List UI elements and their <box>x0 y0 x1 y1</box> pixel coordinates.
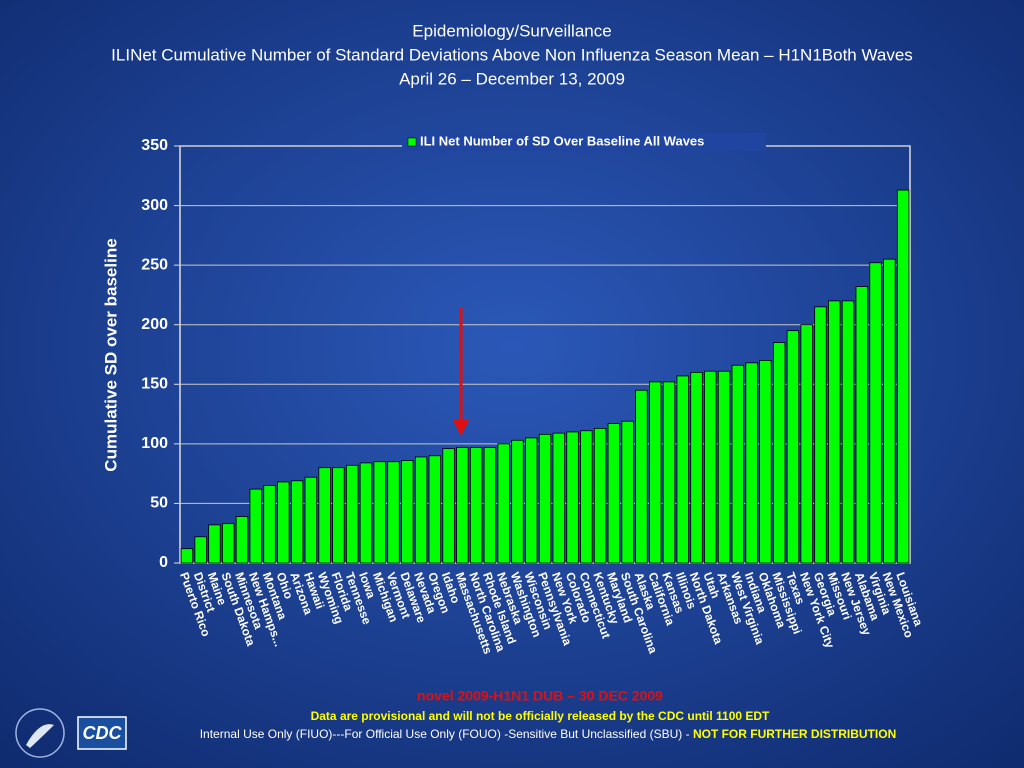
y-tick-label: 100 <box>141 435 168 452</box>
bar <box>235 516 249 564</box>
y-tick-label: 50 <box>150 495 168 512</box>
bar <box>621 420 634 564</box>
warning-text: NOT FOR FURTHER DISTRIBUTION <box>693 727 896 741</box>
bar <box>580 430 593 564</box>
bar <box>442 448 455 564</box>
y-tick-label: 200 <box>141 316 168 333</box>
bar <box>511 439 524 564</box>
bar <box>428 455 441 564</box>
bar <box>552 432 565 564</box>
bar <box>745 362 758 564</box>
bar <box>345 464 359 564</box>
bar <box>772 342 786 564</box>
bar <box>607 423 621 564</box>
bar <box>332 467 345 564</box>
bar <box>786 330 800 564</box>
legend-background <box>402 133 766 151</box>
legend-label: ILI Net Number of SD Over Baseline All W… <box>420 133 704 148</box>
bar <box>318 467 331 564</box>
legend-swatch <box>407 137 417 147</box>
cdc-logo: CDC <box>83 723 123 743</box>
bar <box>208 524 221 564</box>
bar <box>469 447 483 564</box>
bar <box>662 381 676 564</box>
bar <box>676 375 689 564</box>
y-tick-label: 150 <box>141 376 168 393</box>
bar <box>525 437 538 564</box>
bar <box>717 370 731 564</box>
bar <box>222 523 235 564</box>
arrow-head <box>453 420 469 436</box>
title-line: ILINet Cumulative Number of Standard Dev… <box>111 45 913 64</box>
usage-text: Internal Use Only (FIUO)---For Official … <box>200 727 693 741</box>
bar <box>414 456 428 564</box>
bar <box>896 189 910 564</box>
bar <box>883 258 896 564</box>
bar <box>704 370 717 564</box>
bar <box>869 262 882 564</box>
bar <box>359 462 373 564</box>
bar <box>194 536 207 564</box>
y-tick-label: 0 <box>159 554 168 571</box>
bar <box>456 447 469 564</box>
bar <box>593 427 607 564</box>
bar <box>566 431 579 564</box>
bar <box>483 447 497 564</box>
bar <box>841 300 855 564</box>
bar <box>373 461 386 564</box>
provisional-note: Data are provisional and will not be off… <box>311 709 770 723</box>
y-tick-label: 300 <box>141 197 168 214</box>
bar <box>759 360 772 564</box>
bar <box>828 300 841 564</box>
bar <box>649 381 662 564</box>
y-tick-label: 350 <box>141 137 168 154</box>
bar <box>304 476 318 564</box>
bar <box>538 433 552 564</box>
bar <box>277 481 290 564</box>
bar <box>635 389 648 564</box>
hhs-emblem <box>15 708 65 758</box>
usage-note: Internal Use Only (FIUO)---For Official … <box>200 727 897 741</box>
title-line: Epidemiology/Surveillance <box>412 21 611 40</box>
title-line: April 26 – December 13, 2009 <box>399 69 625 88</box>
bar <box>290 480 304 564</box>
bar <box>497 443 510 564</box>
bar <box>800 324 813 564</box>
y-axis-label: Cumulative SD over baseline <box>101 238 120 471</box>
bar <box>263 485 276 564</box>
bar <box>855 286 868 564</box>
bar <box>401 460 414 564</box>
release-note: novel 2009-H1N1 DUB – 30 DEC 2009 <box>417 688 663 704</box>
bar <box>814 306 827 564</box>
cdc-logo-box <box>77 716 127 750</box>
bar <box>249 488 262 564</box>
bar <box>731 364 745 564</box>
bar <box>180 548 194 564</box>
y-tick-label: 250 <box>141 256 168 273</box>
bar <box>387 461 400 564</box>
bar <box>690 371 703 564</box>
